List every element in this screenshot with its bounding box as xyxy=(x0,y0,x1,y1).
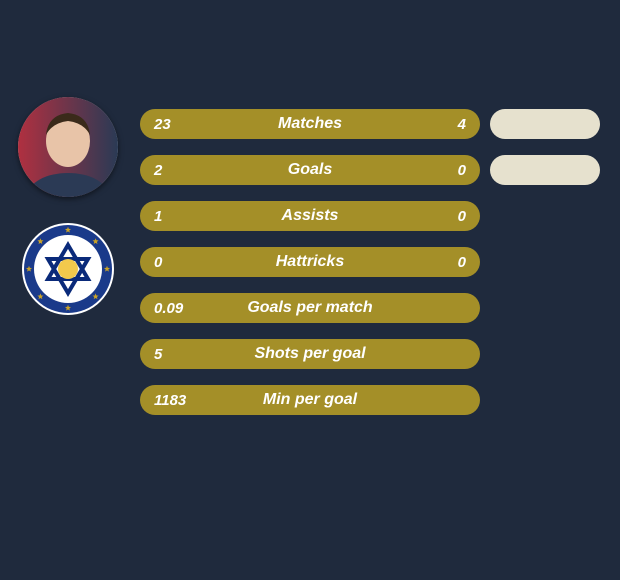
stat-label: Assists xyxy=(200,207,420,225)
player1-avatar xyxy=(18,97,118,197)
player2-pill xyxy=(490,109,600,139)
stat-row: 0.09Goals per match xyxy=(140,293,480,323)
stat-label: Goals per match xyxy=(200,299,420,317)
stat-left-value: 0 xyxy=(140,254,200,271)
stat-row: 0Hattricks0 xyxy=(140,247,480,277)
player2-pill xyxy=(490,155,600,185)
stat-left-value: 0.09 xyxy=(140,300,200,317)
stat-row: 1183Min per goal xyxy=(140,385,480,415)
stat-left-value: 2 xyxy=(140,162,200,179)
stat-label: Hattricks xyxy=(200,253,420,271)
comparison-content: 23Matches42Goals01Assists00Hattricks00.0… xyxy=(0,109,620,415)
stat-label: Goals xyxy=(200,161,420,179)
stat-left-value: 1183 xyxy=(140,392,200,409)
stat-label: Matches xyxy=(200,115,420,133)
stat-row: 1Assists0 xyxy=(140,201,480,231)
player-badges-column xyxy=(8,97,128,315)
stat-left-value: 23 xyxy=(140,116,200,133)
stat-row: 2Goals0 xyxy=(140,155,480,185)
stat-right-value: 0 xyxy=(420,208,480,225)
right-pills-column xyxy=(490,109,600,185)
club-badge xyxy=(22,223,114,315)
stat-right-value: 0 xyxy=(420,162,480,179)
stat-row: 23Matches4 xyxy=(140,109,480,139)
stat-left-value: 1 xyxy=(140,208,200,225)
stat-rows: 23Matches42Goals01Assists00Hattricks00.0… xyxy=(140,109,480,415)
club-badge-svg xyxy=(22,223,114,315)
stat-label: Shots per goal xyxy=(200,345,420,363)
stat-row: 5Shots per goal xyxy=(140,339,480,369)
stat-label: Min per goal xyxy=(200,391,420,409)
player1-avatar-svg xyxy=(18,97,118,197)
stat-left-value: 5 xyxy=(140,346,200,363)
stat-right-value: 0 xyxy=(420,254,480,271)
stat-right-value: 4 xyxy=(420,116,480,133)
